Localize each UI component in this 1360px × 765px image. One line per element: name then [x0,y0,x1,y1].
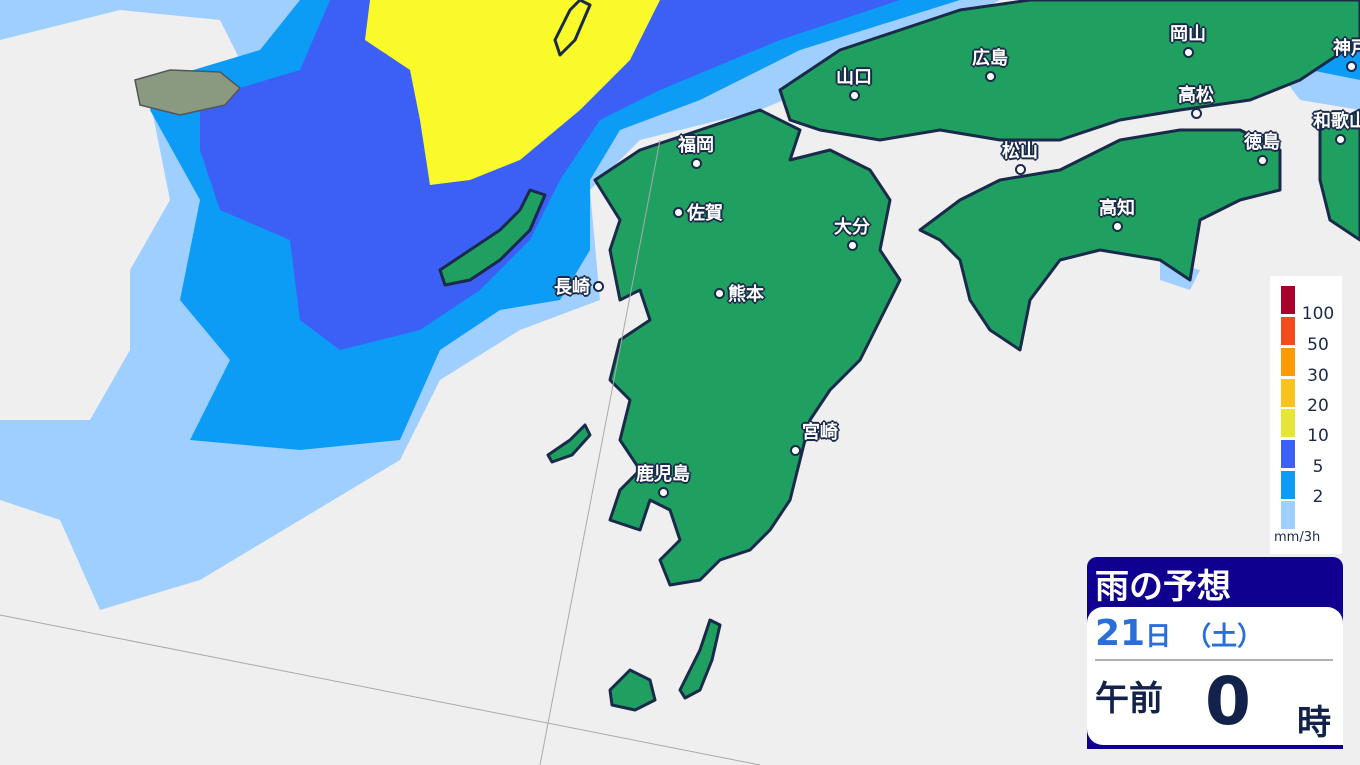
city-label: 松山 [1002,141,1038,162]
kyushu [593,108,902,587]
city-dot [790,445,801,456]
city-okayama: 岡山 [1170,20,1206,58]
city-nagasaki: 長崎 [554,273,604,299]
forecast-time-panel: 雨の予想 21日 （土） 午前 0 時 [1087,557,1343,749]
city-yamaguchi: 山口 [836,63,872,101]
city-label: 宮崎 [802,422,838,443]
city-label: 鹿児島 [636,464,690,485]
legend-swatch [1281,286,1295,314]
city-tokushima: 徳島 [1244,128,1280,166]
jeju-island [134,69,242,116]
forecast-day: 21 [1095,613,1146,654]
city-dot [1190,108,1202,119]
legend-swatch [1281,379,1295,407]
legend-swatch [1281,440,1295,468]
city-label: 神戸 [1333,38,1360,59]
city-matsuyama: 松山 [1002,137,1038,175]
city-label: 高知 [1099,198,1135,219]
city-dot [1334,134,1346,145]
city-label: 高松 [1178,85,1214,106]
rain-area-heavy [200,0,900,350]
city-label: 広島 [972,48,1008,69]
city-dot [657,487,669,498]
city-dot [714,287,725,299]
city-takamatsu: 高松 [1178,81,1214,119]
legend-label: 5 [1312,457,1324,477]
chugoku [778,0,1360,142]
forecast-ampm: 午前 [1095,679,1163,719]
city-dot [984,71,996,82]
legend-label: 20 [1307,396,1329,416]
legend-label: 50 [1307,335,1329,355]
city-kochi: 高知 [1099,194,1135,232]
city-kobe: 神戸 [1333,34,1360,72]
panel-title: 雨の予想 [1095,567,1231,607]
koshikijima [546,423,592,464]
forecast-hour: 0 [1205,663,1251,740]
land-areas [438,0,1360,712]
legend-swatch [1281,348,1295,376]
legend-label: 10 [1307,426,1329,446]
city-label: 熊本 [728,284,764,305]
goto-islands [438,188,547,287]
city-label: 福岡 [678,135,714,156]
legend-swatch [1281,471,1295,499]
city-label: 岡山 [1170,24,1206,45]
city-miyazaki: 宮崎 [776,418,838,456]
city-dot [1345,61,1357,72]
city-dot [673,206,684,218]
city-dot [1256,155,1268,166]
city-dot [1014,164,1026,175]
city-oita: 大分 [834,213,870,251]
boundary-line [539,139,661,765]
kii [1318,108,1360,242]
city-dot [1182,47,1194,58]
tsushima [553,0,592,57]
city-kagoshima: 鹿児島 [636,460,690,498]
divider [1095,659,1333,661]
city-kumamoto: 熊本 [714,280,764,306]
city-label: 佐賀 [687,203,723,224]
legend-label: 100 [1301,304,1335,324]
boundary-line [0,614,761,765]
city-label: 大分 [834,217,870,238]
city-label: 山口 [836,67,872,88]
no-rain-area [0,10,240,420]
city-hiroshima: 広島 [972,44,1008,82]
panel-body: 21日 （土） 午前 0 時 [1087,607,1343,745]
precipitation-legend: 100 50 30 20 10 5 2 mm/3h [1270,276,1342,554]
city-fukuoka: 福岡 [678,131,714,169]
yakushima [608,668,657,712]
city-dot [848,90,860,101]
legend-swatch [1281,409,1295,437]
shikoku [918,128,1282,352]
legend-label: 2 [1312,487,1324,507]
legend-swatch [1281,501,1295,529]
tanegashima [678,618,722,700]
day-unit: 日 [1145,622,1172,652]
city-wakayama: 和歌山 [1313,107,1360,145]
forecast-weekday: （土） [1185,622,1264,652]
city-dot [690,158,702,169]
city-label: 徳島 [1244,132,1280,153]
city-saga: 佐賀 [673,199,723,225]
legend-label: 30 [1307,366,1329,386]
city-dot [1111,221,1123,232]
hour-unit: 時 [1297,703,1331,743]
forecast-date: 21日 （土） [1095,613,1263,654]
city-dot [846,240,858,251]
city-label: 和歌山 [1313,111,1360,132]
legend-unit: mm/3h [1274,530,1321,545]
legend-swatch [1281,317,1295,345]
city-dot [593,280,604,292]
city-label: 長崎 [554,277,590,298]
rain-area-very-heavy [365,0,660,185]
